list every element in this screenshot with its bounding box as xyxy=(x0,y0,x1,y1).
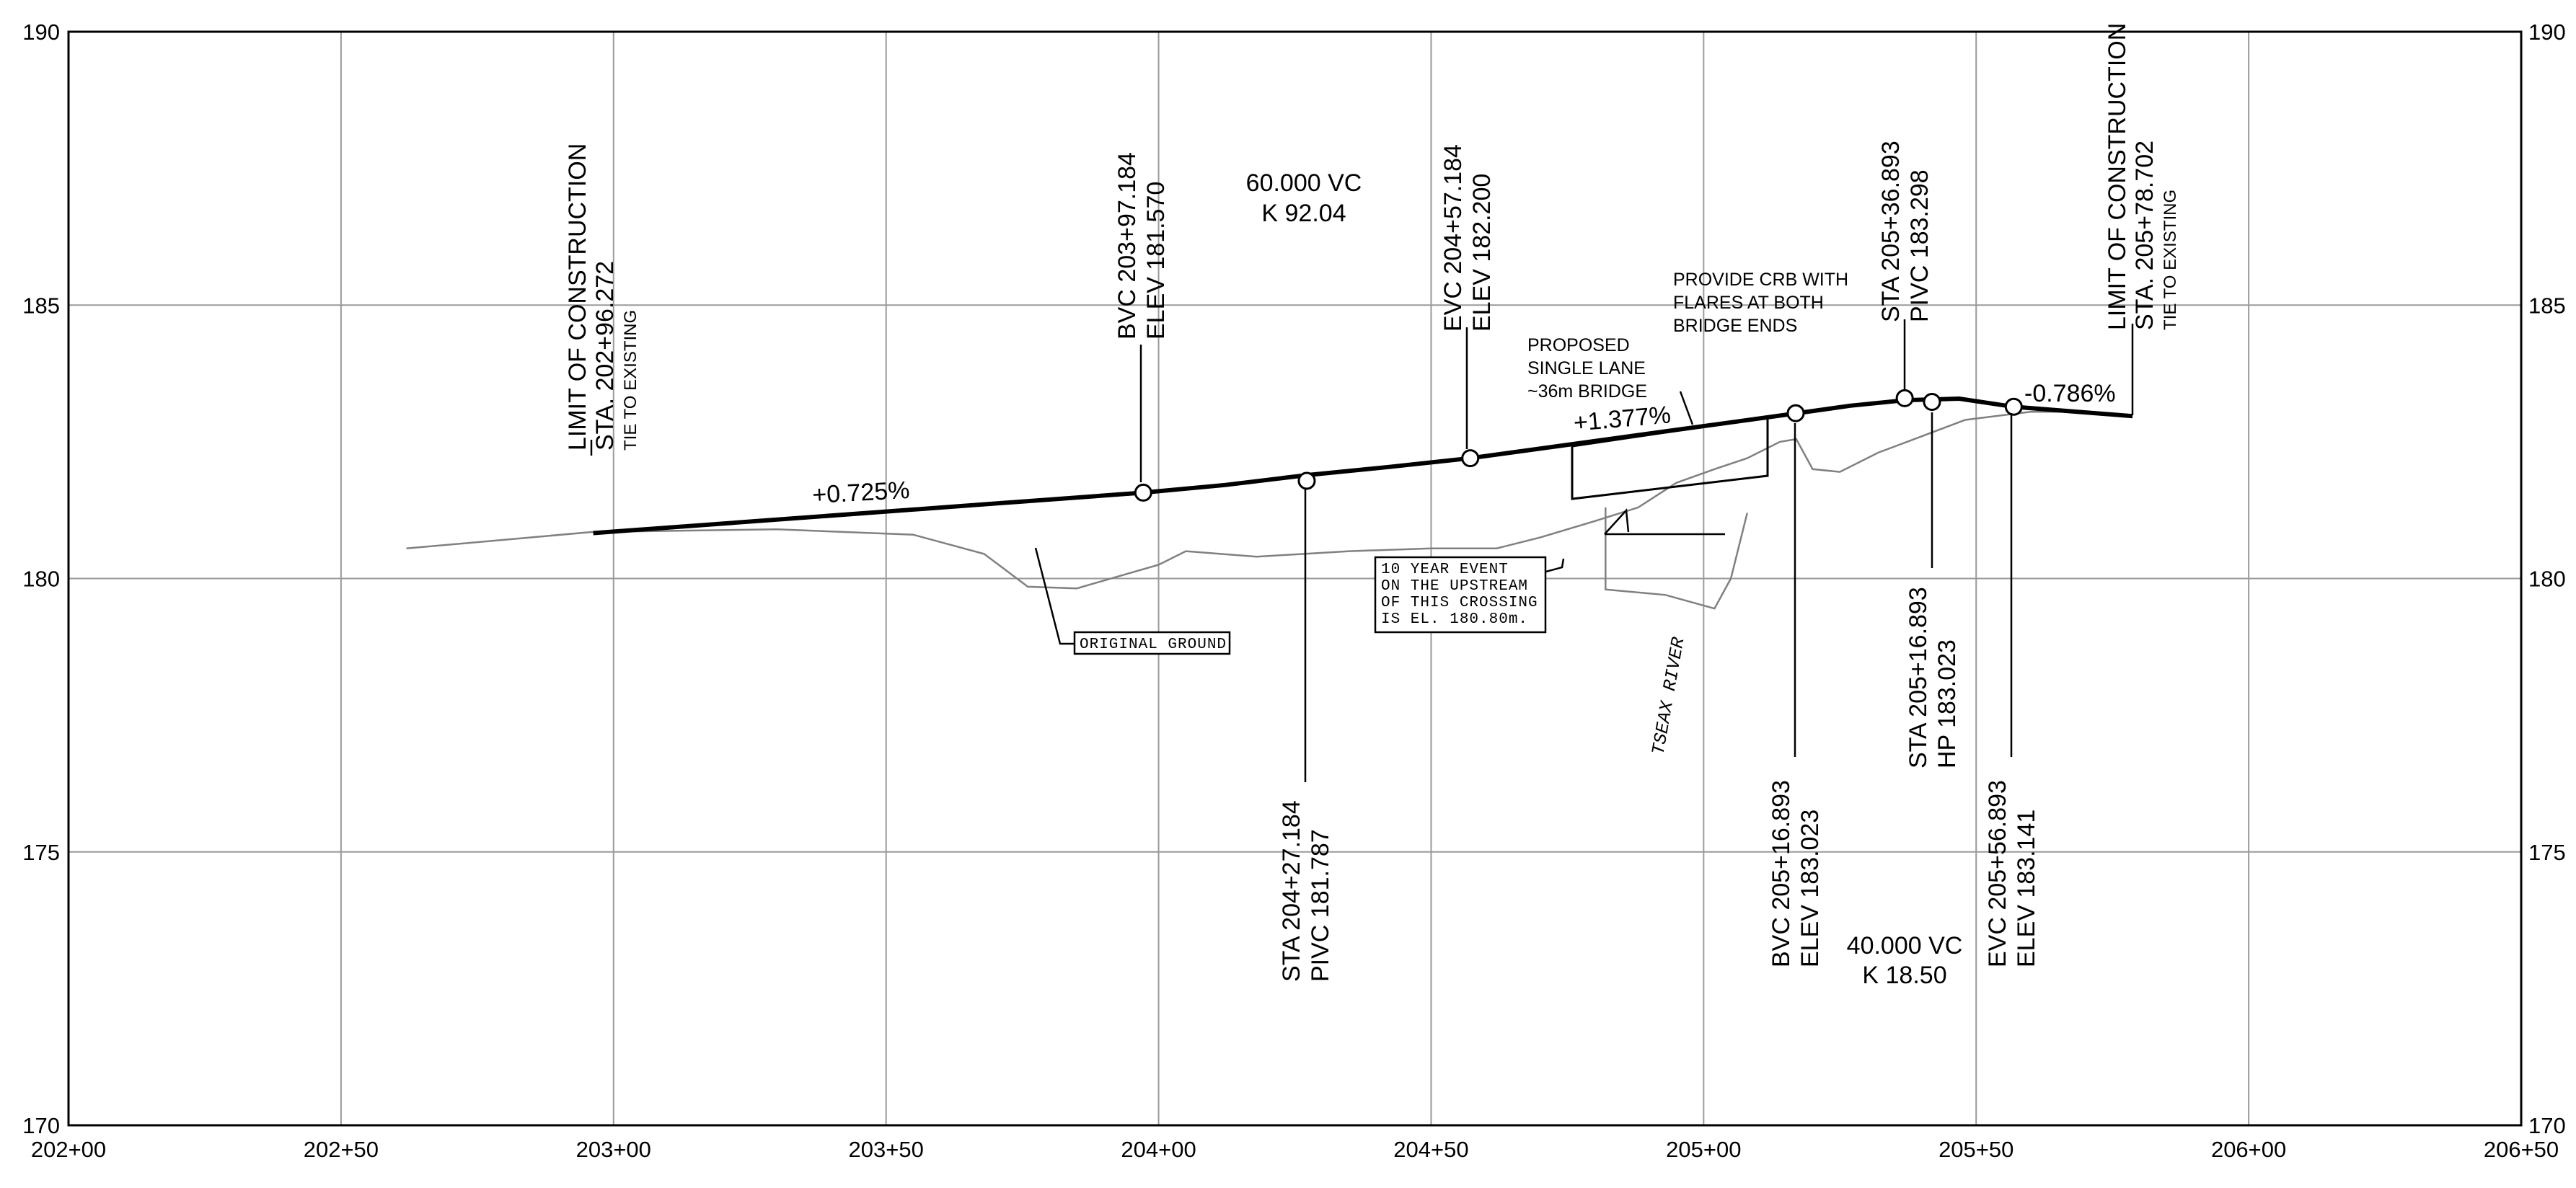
y-axis-tick-labels: 170 170 175 175 180 180 185 185 190 190 xyxy=(22,19,2565,1138)
loc-start-note: TIE TO EXISTING xyxy=(621,310,640,451)
grade-label-1: +0.725% xyxy=(811,476,910,509)
vertex-circle xyxy=(1895,389,1914,407)
bridge-note-3: ~36m BRIDGE xyxy=(1527,381,1647,402)
bridge-note-1: PROPOSED xyxy=(1527,335,1630,355)
loc-end-station: STA. 205+78.702 xyxy=(2131,141,2158,330)
x-tick-label: 202+50 xyxy=(304,1137,379,1162)
flood-event-box xyxy=(1374,556,1547,634)
river-channel-line xyxy=(1605,507,1749,610)
x-tick-label: 206+50 xyxy=(2484,1137,2559,1162)
y-tick-label-left: 180 xyxy=(22,567,60,592)
vertex-circle xyxy=(1786,404,1805,422)
original-ground-line xyxy=(406,410,2096,590)
leader-lines xyxy=(590,319,2134,782)
pivc1-station: STA 204+27.184 xyxy=(1278,800,1305,982)
bvc2-station: BVC 205+16.893 xyxy=(1768,780,1795,967)
x-axis-tick-labels: 202+00 202+50 203+00 203+50 204+00 204+50 205+… xyxy=(31,1137,2559,1162)
bridge-note-2: SINGLE LANE xyxy=(1527,358,1646,378)
y-tick-label-right: 180 xyxy=(2528,567,2566,592)
vc1-k: K 92.04 xyxy=(1261,200,1346,227)
x-tick-label: 205+00 xyxy=(1666,1137,1741,1162)
vc2-length: 40.000 VC xyxy=(1847,932,1963,959)
y-tick-label-left: 175 xyxy=(22,840,60,865)
evc1-elev: ELEV 182.200 xyxy=(1468,174,1496,332)
y-tick-label-left: 190 xyxy=(22,19,60,45)
pivc2-elev: PIVC 183.298 xyxy=(1906,169,1933,322)
loc-start-title: LIMIT OF CONSTRUCTION xyxy=(564,143,591,451)
original-ground-box xyxy=(1073,631,1231,655)
x-tick-label: 203+00 xyxy=(576,1137,651,1162)
x-tick-label: 206+00 xyxy=(2211,1137,2286,1162)
vertex-circle xyxy=(2004,397,2023,416)
hp-elev: HP 183.023 xyxy=(1933,639,1961,768)
loc-start-station: STA. 202+96.272 xyxy=(591,261,619,451)
pivc2-station: STA 205+36.893 xyxy=(1877,141,1905,322)
curve-vertex-markers xyxy=(1134,389,2023,502)
y-tick-label-left: 185 xyxy=(22,293,60,318)
hp-station: STA 205+16.893 xyxy=(1905,587,1932,768)
vertex-circle xyxy=(1461,449,1480,468)
grade-label-3: -0.786% xyxy=(2024,380,2116,407)
water-level-symbol xyxy=(1604,508,1630,535)
y-tick-label-left: 170 xyxy=(22,1113,60,1138)
bvc1-station: BVC 203+97.184 xyxy=(1113,152,1141,340)
loc-end-title: LIMIT OF CONSTRUCTION xyxy=(2104,23,2131,330)
y-tick-label-right: 190 xyxy=(2528,19,2566,45)
flood-event-line-1: 10 YEAR EVENT xyxy=(1381,562,1509,578)
bvc1-elev: ELEV 181.570 xyxy=(1142,182,1170,340)
river-label: TSEAX RIVER xyxy=(1648,636,1689,757)
bridge-deck-outline xyxy=(1571,416,1769,500)
flood-event-line-3: OF THIS CROSSING xyxy=(1381,595,1538,611)
y-tick-label-right: 185 xyxy=(2528,293,2566,318)
bvc2-elev: ELEV 183.023 xyxy=(1796,810,1824,967)
crb-note-3: BRIDGE ENDS xyxy=(1673,316,1797,336)
x-tick-label: 204+00 xyxy=(1121,1137,1196,1162)
y-tick-label-right: 170 xyxy=(2528,1113,2566,1138)
evc2-elev: ELEV 183.141 xyxy=(2013,810,2040,967)
crb-note-2: FLARES AT BOTH xyxy=(1673,293,1824,313)
x-tick-label: 204+50 xyxy=(1393,1137,1468,1162)
vertex-circle xyxy=(1297,471,1316,490)
vc2-k: K 18.50 xyxy=(1862,962,1946,989)
proposed-road-profile xyxy=(593,396,2133,536)
loc-end-note: TIE TO EXISTING xyxy=(2161,190,2180,330)
original-ground-label: ORIGINAL GROUND xyxy=(1080,637,1227,653)
pivc1-elev: PIVC 181.787 xyxy=(1307,829,1334,982)
vertex-circle xyxy=(1923,393,1941,412)
x-tick-label: 205+50 xyxy=(1938,1137,2013,1162)
x-tick-label: 202+00 xyxy=(31,1137,106,1162)
vertex-circle xyxy=(1134,483,1152,502)
vc1-length: 60.000 VC xyxy=(1246,169,1362,197)
flood-event-line-4: IS EL. 180.80m. xyxy=(1381,611,1528,628)
evc1-station: EVC 204+57.184 xyxy=(1439,144,1467,332)
plot-frame xyxy=(67,30,2523,1127)
evc2-station: EVC 205+56.893 xyxy=(1984,780,2011,967)
flood-event-line-2: ON THE UPSTREAM xyxy=(1381,578,1528,595)
crb-note-1: PROVIDE CRB WITH xyxy=(1673,270,1848,290)
y-tick-label-right: 175 xyxy=(2528,840,2566,865)
x-tick-label: 203+50 xyxy=(849,1137,924,1162)
